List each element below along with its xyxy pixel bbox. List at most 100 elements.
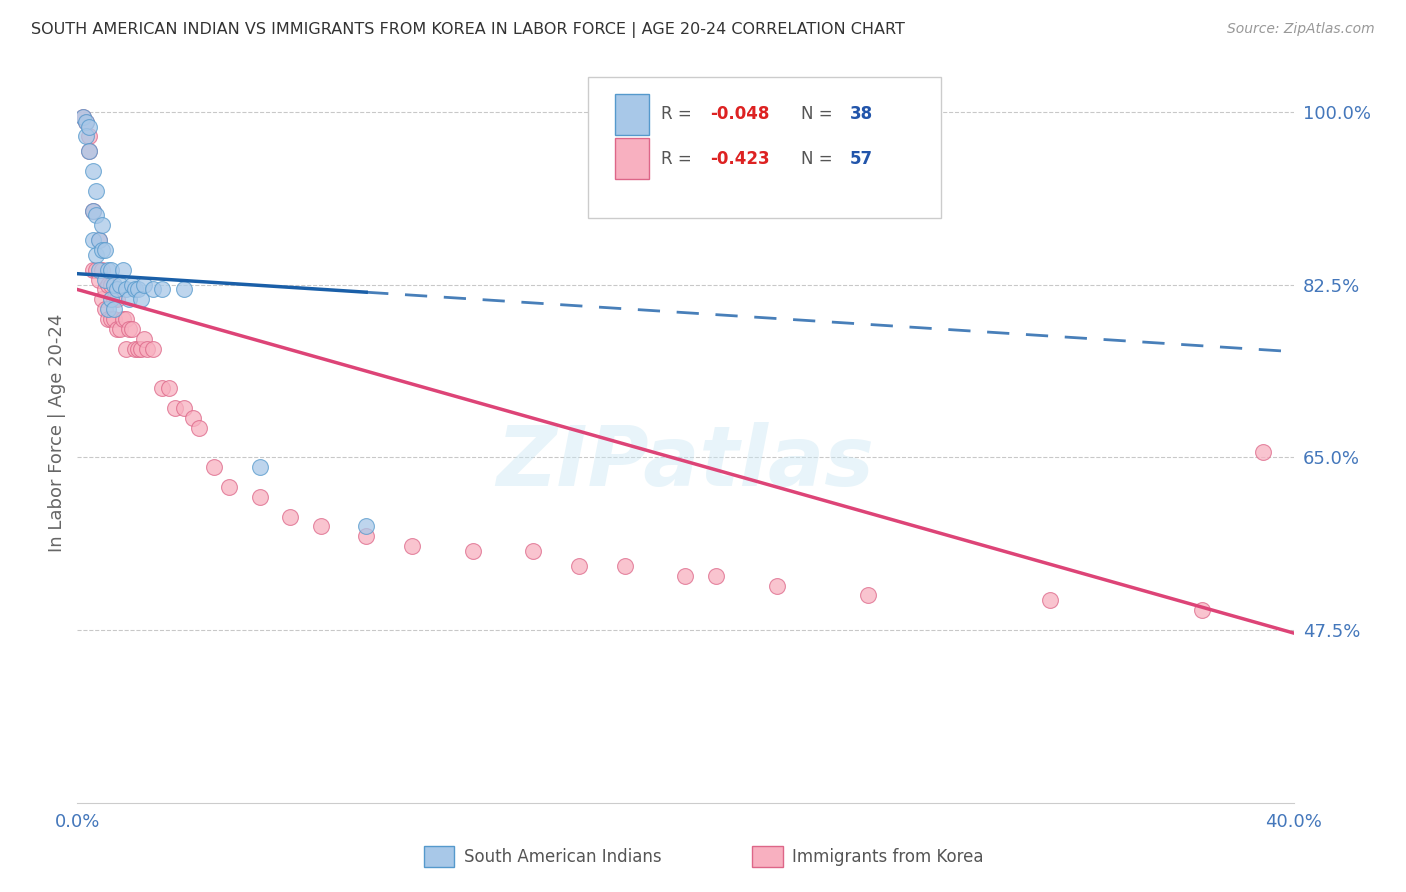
Point [249, 490, 271, 504]
FancyBboxPatch shape [588, 78, 941, 218]
FancyBboxPatch shape [752, 847, 783, 867]
Point [249, 460, 271, 475]
Point [100, 277, 122, 292]
Point [765, 579, 787, 593]
Point [79, 120, 101, 134]
Point [105, 283, 128, 297]
Point [72, 110, 94, 124]
Point [1039, 593, 1062, 607]
Point [124, 283, 146, 297]
Point [100, 312, 122, 326]
Text: SOUTH AMERICAN INDIAN VS IMMIGRANTS FROM KOREA IN LABOR FORCE | AGE 20-24 CORREL: SOUTH AMERICAN INDIAN VS IMMIGRANTS FROM… [31, 22, 905, 38]
Point [152, 381, 174, 395]
Point [142, 283, 165, 297]
Point [309, 519, 332, 533]
Point [87, 233, 110, 247]
Point [93, 283, 115, 297]
Point [82, 164, 104, 178]
Point [93, 272, 115, 286]
Point [568, 558, 591, 573]
Point [93, 243, 115, 257]
Point [157, 381, 180, 395]
Point [121, 322, 143, 336]
Point [354, 529, 377, 543]
Text: 57: 57 [849, 150, 873, 168]
Point [103, 277, 125, 292]
Point [173, 283, 195, 297]
Point [856, 589, 879, 603]
Point [115, 283, 138, 297]
Point [75, 114, 97, 128]
Point [129, 342, 152, 356]
Point [87, 233, 110, 247]
Point [111, 312, 134, 326]
Y-axis label: In Labor Force | Age 20-24: In Labor Force | Age 20-24 [48, 313, 66, 552]
Point [100, 262, 122, 277]
Point [152, 283, 174, 297]
Point [97, 302, 120, 317]
Point [87, 262, 110, 277]
Point [1191, 603, 1213, 617]
Point [173, 401, 195, 415]
Point [108, 277, 131, 292]
Point [675, 568, 697, 582]
Point [97, 262, 120, 277]
Point [136, 342, 159, 356]
FancyBboxPatch shape [425, 847, 454, 867]
Point [84, 209, 107, 223]
Point [90, 243, 112, 257]
Point [115, 342, 138, 356]
Text: N =: N = [801, 150, 838, 168]
Point [613, 558, 636, 573]
Point [84, 262, 107, 277]
Point [105, 293, 128, 307]
Point [97, 312, 120, 326]
Point [121, 277, 143, 292]
Point [82, 233, 104, 247]
Point [142, 342, 165, 356]
Point [90, 293, 112, 307]
Text: N =: N = [801, 105, 838, 123]
Text: -0.423: -0.423 [710, 150, 769, 168]
Point [97, 277, 120, 292]
Point [103, 293, 125, 307]
Point [218, 480, 240, 494]
Point [72, 110, 94, 124]
FancyBboxPatch shape [614, 94, 650, 135]
Point [105, 322, 128, 336]
Text: South American Indians: South American Indians [464, 848, 662, 866]
Text: R =: R = [661, 105, 697, 123]
Text: ZIPatlas: ZIPatlas [496, 422, 875, 503]
Point [90, 219, 112, 233]
Text: -0.048: -0.048 [710, 105, 769, 123]
Point [278, 509, 301, 524]
Point [522, 544, 544, 558]
Text: Source: ZipAtlas.com: Source: ZipAtlas.com [1227, 22, 1375, 37]
FancyBboxPatch shape [614, 138, 650, 179]
Point [108, 322, 131, 336]
Point [103, 302, 125, 317]
Point [188, 420, 211, 434]
Point [134, 332, 156, 346]
Point [82, 203, 104, 218]
Point [100, 293, 122, 307]
Point [79, 145, 101, 159]
Point [118, 293, 141, 307]
Point [79, 145, 101, 159]
Text: Immigrants from Korea: Immigrants from Korea [793, 848, 984, 866]
Point [75, 129, 97, 144]
Point [79, 129, 101, 144]
Point [127, 283, 149, 297]
Point [134, 277, 156, 292]
Point [401, 539, 423, 553]
Point [75, 114, 97, 128]
Point [129, 293, 152, 307]
Point [82, 262, 104, 277]
Point [90, 262, 112, 277]
Point [82, 203, 104, 218]
Point [181, 410, 204, 425]
Text: R =: R = [661, 150, 697, 168]
Point [354, 519, 377, 533]
Point [111, 262, 134, 277]
Point [704, 568, 727, 582]
